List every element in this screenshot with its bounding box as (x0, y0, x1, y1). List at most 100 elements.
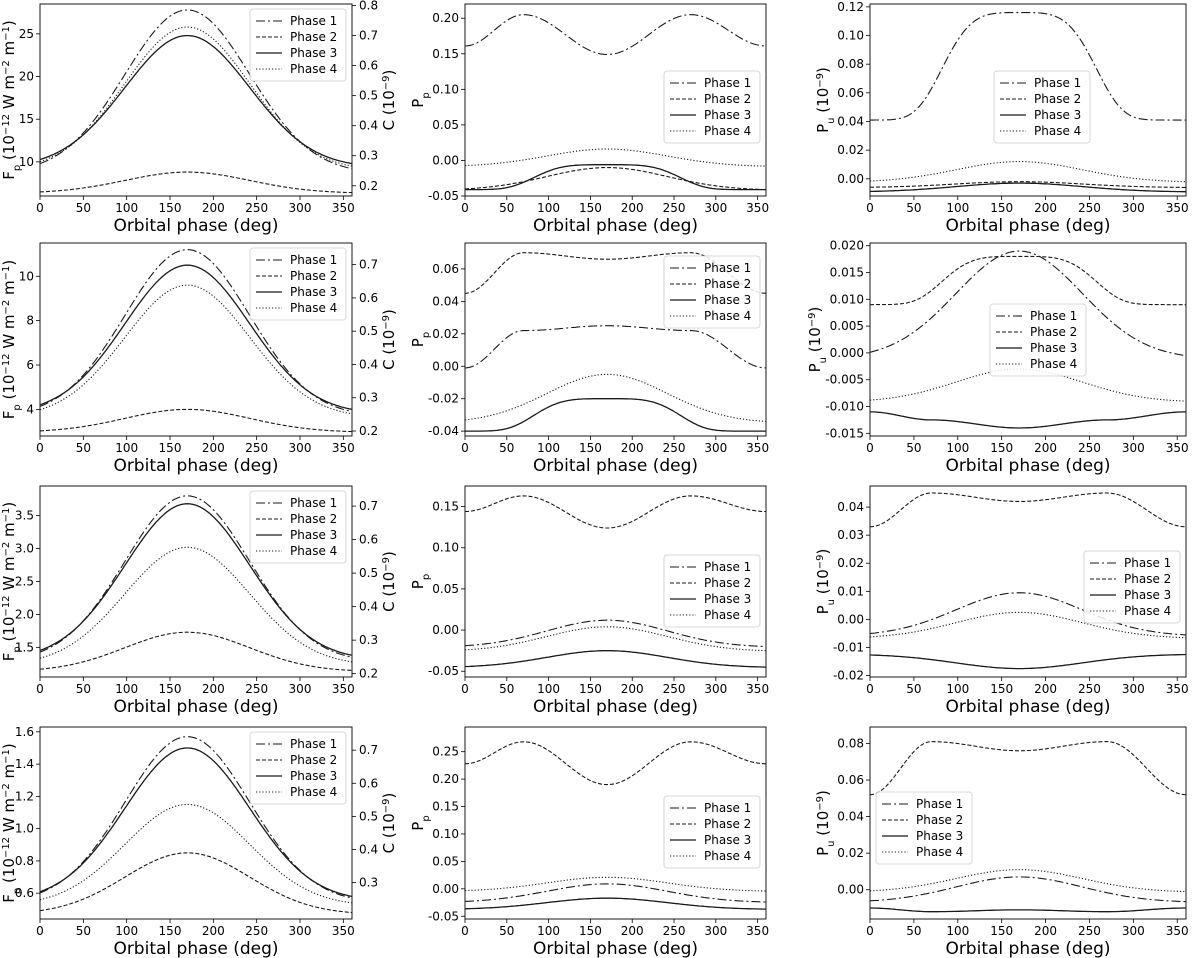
legend-label: Phase 2 (704, 277, 751, 291)
x-tick-label: 50 (76, 682, 91, 696)
legend-label: Phase 3 (704, 592, 751, 606)
legend-label: Phase 2 (916, 813, 963, 827)
series-line-phase-3 (40, 747, 352, 898)
y-tick-label: 0.20 (432, 11, 459, 25)
y-tick-label: 0.00 (837, 172, 864, 186)
y-axis-label: Pp (409, 332, 432, 347)
x-tick-label: 200 (202, 682, 225, 696)
legend-label: Phase 3 (1030, 341, 1077, 355)
legend: Phase 1 Phase 2 Phase 3 Phase 4 (249, 8, 347, 82)
y-tick-label: 0.10 (432, 827, 459, 841)
panel-r2c3: 0 50 100 150 200 250 300 350 Orbital phase (deg)… (806, 239, 1189, 476)
x-tick-label: 150 (990, 201, 1013, 215)
y-tick-label: 0.04 (837, 500, 864, 514)
legend-label: Phase 1 (1030, 309, 1077, 323)
legend-box (249, 8, 347, 82)
legend-label: Phase 2 (1030, 325, 1077, 339)
series-line-phase-3 (465, 164, 766, 191)
legend-box (249, 247, 347, 321)
x-tick-label: 150 (579, 682, 602, 696)
y2-tick-label: 0.4 (359, 357, 378, 371)
y-tick-label: 3.0 (15, 542, 34, 556)
x-tick-label: 200 (1034, 924, 1057, 938)
y2-tick-label: 0.2 (359, 424, 378, 438)
y-tick-label: 3.5 (15, 509, 34, 523)
series-line-phase-3 (465, 650, 766, 668)
legend-box (989, 303, 1087, 377)
x-axis-label: Orbital phase (deg) (945, 697, 1110, 717)
y-axis-label: Pu (10−9) (814, 790, 837, 856)
legend-box (663, 70, 761, 144)
x-tick-label: 350 (746, 682, 769, 696)
legend-box (993, 70, 1091, 144)
x-tick-label: 50 (76, 924, 91, 938)
y-axis-label: Fp (10−12 W m−2 m−1) (0, 502, 23, 662)
x-tick-label: 100 (537, 441, 560, 455)
x-tick-label: 300 (289, 924, 312, 938)
plot-frame (39, 726, 353, 920)
y2-tick-label: 0.7 (359, 499, 378, 513)
x-tick-label: 0 (36, 924, 44, 938)
series-line-phase-2 (870, 181, 1186, 188)
plot-frame (464, 485, 767, 678)
x-tick-label: 350 (746, 441, 769, 455)
legend-label: Phase 3 (704, 293, 751, 307)
legend-label: Phase 1 (290, 14, 337, 28)
legend-label: Phase 3 (704, 108, 751, 122)
series-line-phase-2 (40, 631, 352, 671)
x-tick-label: 150 (990, 682, 1013, 696)
series-line-phase-2 (40, 408, 352, 433)
x-tick-label: 200 (621, 201, 644, 215)
y2-tick-label: 0.4 (359, 842, 378, 856)
y-axis-label: Pp (409, 815, 432, 830)
legend-label: Phase 4 (916, 845, 963, 859)
y-tick-label: 0.02 (837, 143, 864, 157)
x-tick-label: 300 (704, 924, 727, 938)
series-line-phase-2 (870, 741, 1186, 796)
series-line-phase-3 (40, 503, 352, 656)
legend: Phase 1 Phase 2 Phase 3 Phase 4 (663, 795, 761, 869)
x-tick-label: 50 (906, 924, 921, 938)
y-tick-label: 1.5 (15, 640, 34, 654)
x-tick-label: 200 (1034, 682, 1057, 696)
y-tick-label: 0.06 (837, 773, 864, 787)
legend: Phase 1 Phase 2 Phase 3 Phase 4 (993, 70, 1091, 144)
x-tick-label: 0 (36, 201, 44, 215)
legend-label: Phase 3 (290, 46, 337, 60)
y-tick-label: 0.6 (15, 886, 34, 900)
x-axis-label: Orbital phase (deg) (945, 216, 1110, 236)
y-tick-label: -0.05 (428, 909, 459, 923)
series-line-phase-4 (40, 284, 352, 415)
y-tick-label: 0.15 (432, 47, 459, 61)
legend-label: Phase 1 (704, 261, 751, 275)
x-tick-label: 250 (1078, 441, 1101, 455)
x-tick-label: 250 (1078, 682, 1101, 696)
y2-tick-label: 0.6 (359, 291, 378, 305)
y2-tick-label: 0.4 (359, 119, 378, 133)
series-line-phase-3 (465, 398, 766, 432)
legend: Phase 1 Phase 2 Phase 3 Phase 4 (989, 303, 1087, 377)
legend-label: Phase 4 (290, 301, 337, 315)
x-tick-label: 0 (461, 441, 469, 455)
y-tick-label: -0.05 (428, 189, 459, 203)
y-tick-label: 0.10 (837, 29, 864, 43)
y2-tick-label: 0.6 (359, 59, 378, 73)
y-tick-label: 0.02 (432, 327, 459, 341)
y-tick-label: 0.01 (837, 584, 864, 598)
series-line-phase-1 (465, 883, 766, 903)
legend-label: Phase 2 (290, 30, 337, 44)
legend: Phase 1 Phase 2 Phase 3 Phase 4 (249, 731, 347, 805)
y-tick-label: 0.12 (837, 0, 864, 14)
x-tick-label: 250 (245, 441, 268, 455)
y2-tick-label: 0.5 (359, 324, 378, 338)
legend-box (663, 795, 761, 869)
legend: Phase 1 Phase 2 Phase 3 Phase 4 (875, 791, 973, 865)
legend-label: Phase 1 (916, 797, 963, 811)
legend-label: Phase 3 (290, 769, 337, 783)
y2-tick-label: 0.7 (359, 29, 378, 43)
x-tick-label: 350 (1166, 924, 1189, 938)
x-tick-label: 300 (1122, 441, 1145, 455)
x-tick-label: 150 (159, 924, 182, 938)
y-axis-label: Fp (10−12 W m−2 m−1) (0, 20, 23, 180)
y-axis-label: Pp (409, 92, 432, 107)
